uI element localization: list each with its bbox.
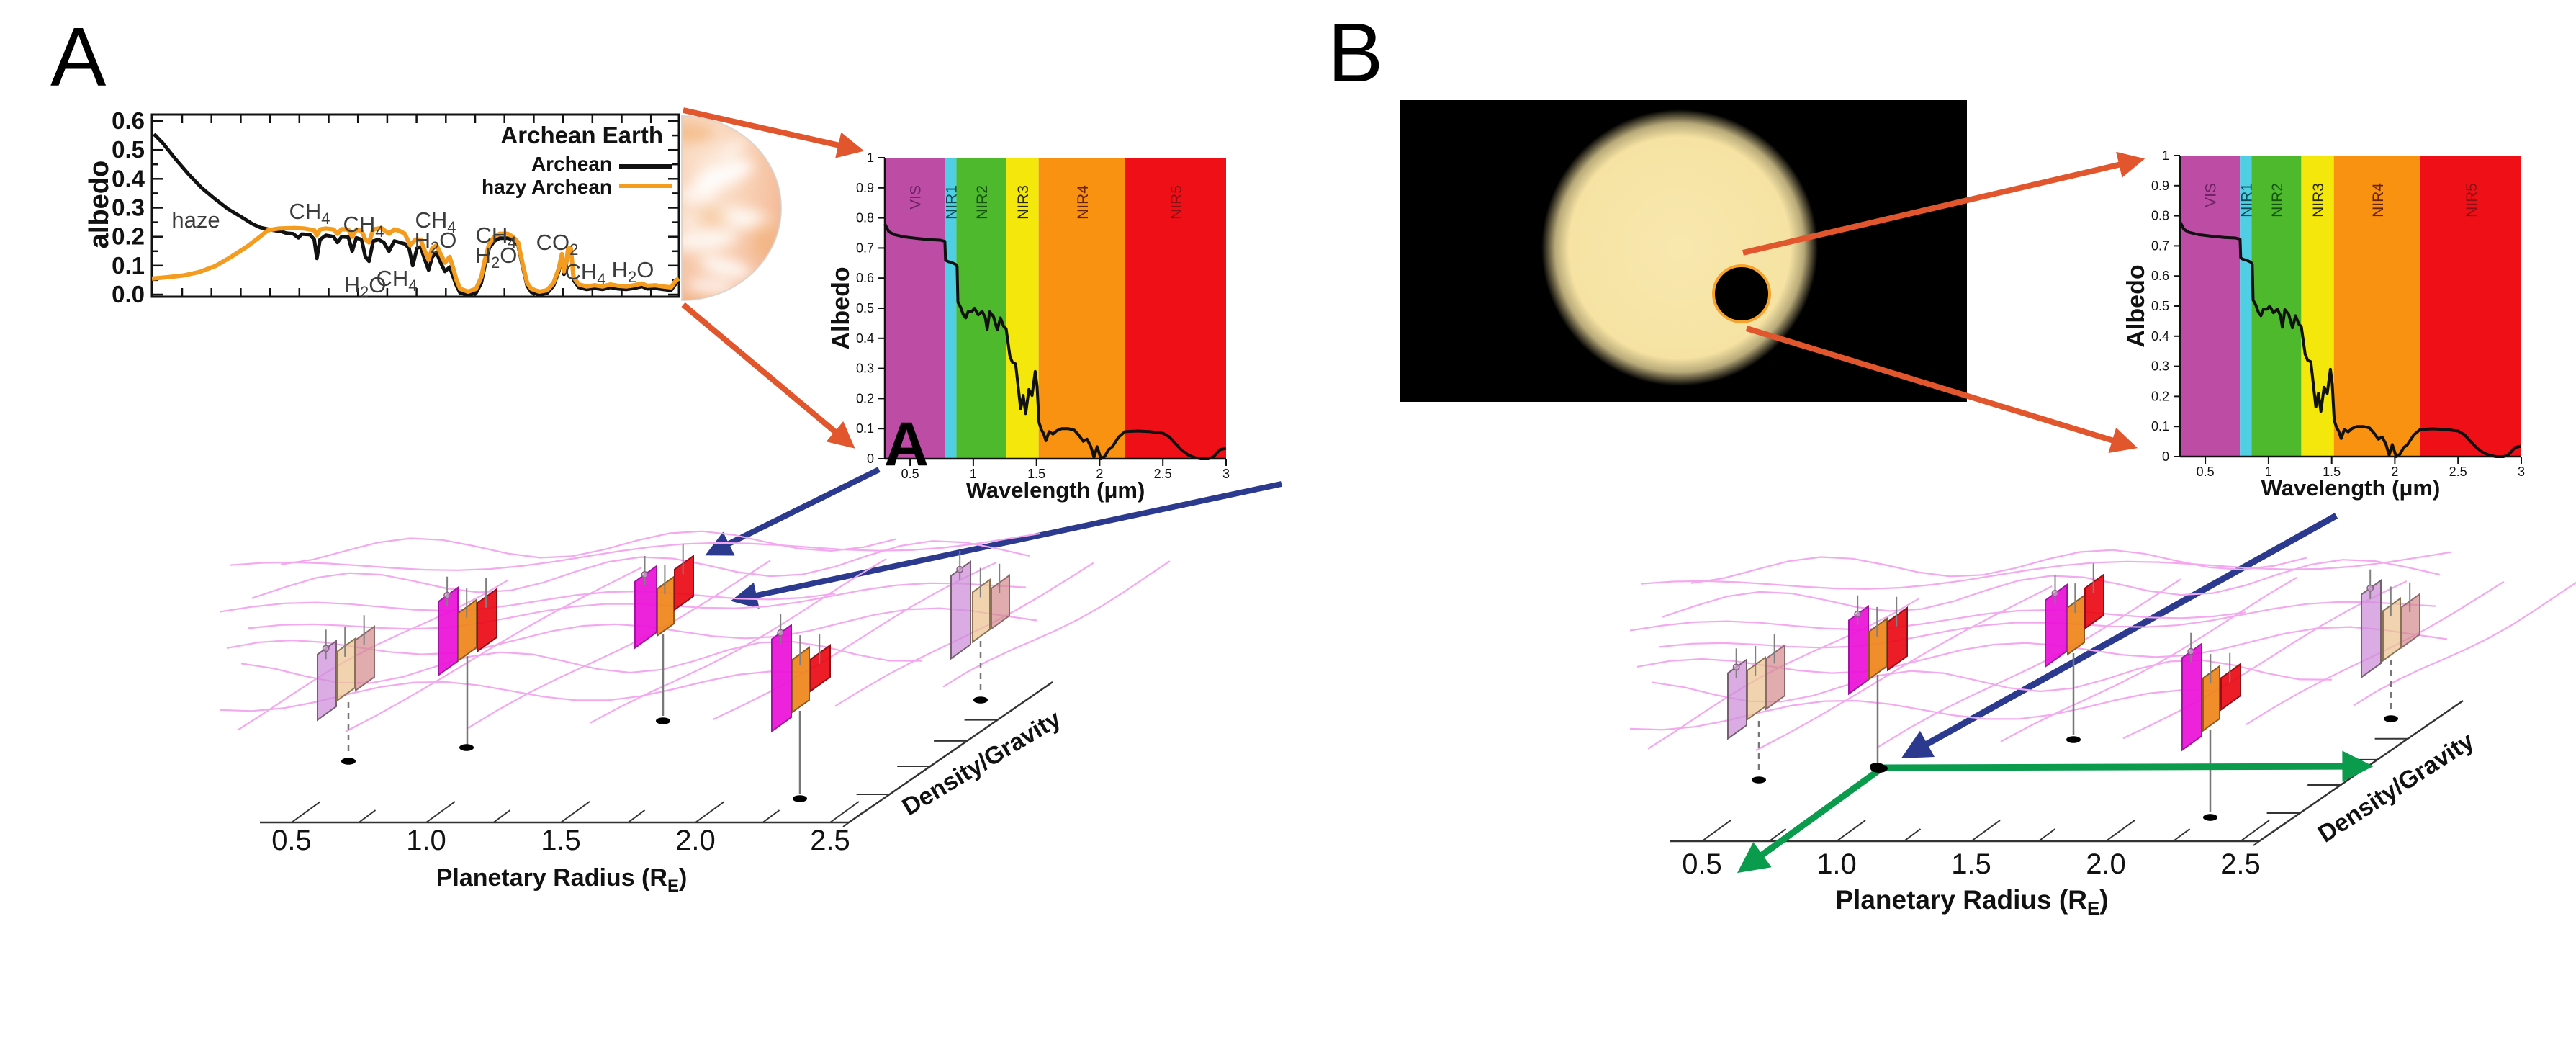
svg-text:0: 0	[2162, 449, 2169, 464]
svg-text:NIR4: NIR4	[2370, 183, 2387, 217]
svg-text:H2O: H2O	[415, 228, 457, 256]
svg-text:NIR1: NIR1	[2238, 183, 2255, 217]
svg-text:2: 2	[1096, 467, 1103, 481]
svg-text:Planetary Radius (RE): Planetary Radius (RE)	[1835, 885, 2108, 919]
svg-text:0.1: 0.1	[2151, 419, 2169, 434]
svg-text:0.3: 0.3	[2151, 359, 2169, 374]
svg-text:0.4: 0.4	[856, 331, 874, 346]
svg-text:0.2: 0.2	[112, 223, 145, 250]
svg-text:3: 3	[2518, 465, 2525, 479]
svg-text:NIR2: NIR2	[974, 185, 991, 220]
svg-text:1.5: 1.5	[1027, 467, 1045, 481]
svg-text:Albedo: Albedo	[2122, 264, 2150, 347]
svg-text:1.5: 1.5	[2323, 465, 2341, 479]
svg-text:1.0: 1.0	[1816, 848, 1857, 880]
svg-text:1: 1	[2162, 148, 2169, 163]
svg-text:H2O: H2O	[475, 243, 518, 272]
svg-text:0.5: 0.5	[2197, 465, 2215, 479]
svg-text:0.5: 0.5	[901, 467, 919, 481]
svg-text:0.7: 0.7	[2151, 238, 2169, 253]
svg-text:3: 3	[1222, 467, 1230, 481]
svg-text:0.5: 0.5	[112, 136, 145, 163]
svg-text:1: 1	[970, 467, 977, 481]
svg-text:2.0: 2.0	[675, 825, 716, 856]
svg-text:NIR2: NIR2	[2269, 183, 2286, 217]
svg-text:1: 1	[867, 151, 874, 165]
svg-text:VIS: VIS	[908, 185, 924, 210]
svg-text:2.5: 2.5	[2220, 848, 2261, 880]
svg-text:haze: haze	[171, 207, 220, 233]
svg-text:0.0: 0.0	[112, 281, 145, 308]
svg-text:A: A	[50, 10, 107, 104]
svg-text:0.2: 0.2	[2151, 389, 2169, 403]
svg-text:1.0: 1.0	[406, 825, 446, 856]
svg-text:0: 0	[867, 452, 874, 466]
svg-text:0.5: 0.5	[2151, 299, 2169, 313]
svg-text:0.1: 0.1	[112, 252, 145, 279]
svg-text:0.9: 0.9	[2151, 179, 2169, 193]
svg-text:0.3: 0.3	[856, 362, 874, 376]
svg-text:0.6: 0.6	[2151, 269, 2169, 283]
svg-text:Planetary Radius (RE): Planetary Radius (RE)	[436, 864, 688, 896]
svg-text:Wavelength (μm): Wavelength (μm)	[2261, 475, 2441, 501]
svg-text:NIR4: NIR4	[1075, 185, 1091, 220]
svg-text:NIR5: NIR5	[1168, 185, 1185, 220]
svg-text:0.3: 0.3	[112, 194, 145, 221]
svg-text:0.4: 0.4	[112, 165, 145, 192]
svg-text:0.2: 0.2	[856, 391, 874, 405]
svg-text:0.8: 0.8	[2151, 209, 2169, 223]
svg-text:2.5: 2.5	[2449, 465, 2467, 479]
svg-text:1.5: 1.5	[1951, 848, 1991, 880]
svg-text:1.5: 1.5	[541, 825, 581, 856]
svg-text:NIR1: NIR1	[943, 185, 960, 220]
svg-text:2.5: 2.5	[810, 825, 850, 856]
svg-text:NIR3: NIR3	[2310, 183, 2327, 217]
svg-text:Archean Earth: Archean Earth	[500, 122, 663, 148]
svg-text:Albedo: Albedo	[827, 266, 855, 349]
svg-text:CH4: CH4	[376, 266, 417, 295]
svg-text:0.6: 0.6	[856, 271, 874, 285]
svg-text:2.0: 2.0	[2086, 848, 2126, 880]
svg-text:B: B	[1328, 6, 1383, 99]
svg-text:0.5: 0.5	[271, 825, 312, 856]
svg-text:Archean: Archean	[531, 153, 612, 175]
svg-text:0.6: 0.6	[112, 107, 145, 134]
svg-text:VIS: VIS	[2203, 183, 2220, 207]
svg-text:2.5: 2.5	[1154, 467, 1172, 481]
svg-text:0.4: 0.4	[2151, 329, 2169, 344]
svg-text:NIR3: NIR3	[1015, 185, 1032, 220]
svg-text:A: A	[884, 410, 929, 479]
svg-text:0.5: 0.5	[856, 301, 874, 315]
svg-text:NIR5: NIR5	[2464, 183, 2480, 217]
svg-text:2: 2	[2391, 465, 2398, 479]
svg-text:albedo: albedo	[84, 161, 114, 248]
svg-text:0.5: 0.5	[1682, 848, 1722, 880]
svg-text:1: 1	[2265, 465, 2272, 479]
svg-text:0.9: 0.9	[856, 181, 874, 195]
svg-text:0.7: 0.7	[856, 241, 874, 255]
svg-text:Wavelength (μm): Wavelength (μm)	[966, 477, 1145, 503]
svg-text:hazy Archean: hazy Archean	[482, 176, 612, 198]
svg-text:0.8: 0.8	[856, 211, 874, 225]
svg-text:0.1: 0.1	[856, 421, 874, 436]
